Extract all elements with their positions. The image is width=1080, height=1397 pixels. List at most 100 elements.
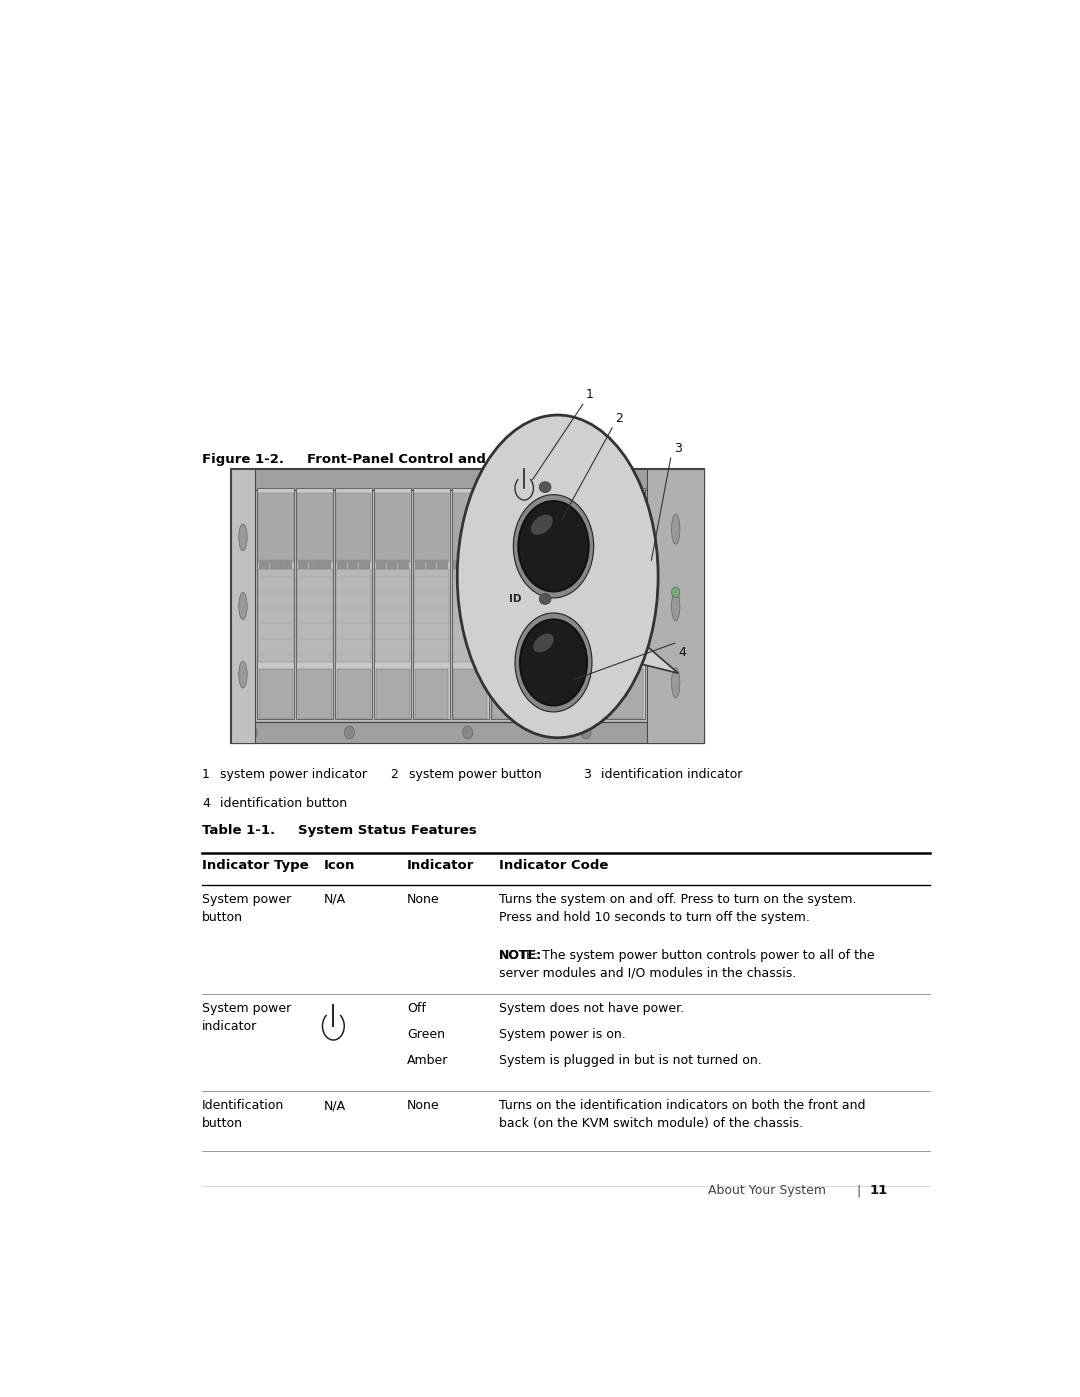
FancyBboxPatch shape: [231, 469, 704, 743]
Circle shape: [345, 726, 354, 739]
Text: Front-Panel Control and Indicators: Front-Panel Control and Indicators: [307, 453, 565, 465]
FancyBboxPatch shape: [282, 560, 292, 569]
FancyBboxPatch shape: [376, 560, 387, 569]
Ellipse shape: [539, 594, 551, 605]
FancyBboxPatch shape: [348, 560, 359, 569]
FancyBboxPatch shape: [453, 493, 488, 562]
FancyBboxPatch shape: [375, 569, 410, 662]
FancyBboxPatch shape: [375, 493, 410, 562]
Ellipse shape: [457, 415, 658, 738]
Circle shape: [581, 726, 591, 739]
Text: 4: 4: [678, 647, 686, 659]
Circle shape: [518, 502, 589, 591]
Text: System power is on.: System power is on.: [499, 1028, 625, 1041]
Text: Amber: Amber: [407, 1053, 448, 1067]
Ellipse shape: [672, 668, 680, 698]
FancyBboxPatch shape: [647, 469, 704, 743]
FancyBboxPatch shape: [337, 669, 370, 719]
FancyBboxPatch shape: [530, 493, 566, 562]
Ellipse shape: [530, 514, 553, 535]
Text: System is plugged in but is not turned on.: System is plugged in but is not turned o…: [499, 1053, 761, 1067]
FancyBboxPatch shape: [608, 493, 644, 562]
FancyBboxPatch shape: [415, 560, 426, 569]
Text: System does not have power.: System does not have power.: [499, 1003, 685, 1016]
FancyBboxPatch shape: [321, 560, 330, 569]
FancyBboxPatch shape: [415, 669, 448, 719]
Circle shape: [513, 495, 594, 598]
FancyBboxPatch shape: [335, 488, 373, 719]
Text: |: |: [856, 1185, 861, 1197]
Text: Turns the system on and off. Press to turn on the system.
Press and hold 10 seco: Turns the system on and off. Press to tu…: [499, 893, 856, 923]
Text: 1: 1: [586, 388, 594, 401]
Text: Identification
button: Identification button: [202, 1099, 284, 1130]
Circle shape: [672, 587, 680, 598]
FancyBboxPatch shape: [503, 560, 514, 569]
Text: None: None: [407, 1099, 440, 1112]
FancyBboxPatch shape: [413, 488, 450, 719]
FancyBboxPatch shape: [593, 560, 604, 569]
FancyBboxPatch shape: [259, 560, 269, 569]
FancyBboxPatch shape: [258, 569, 294, 662]
FancyBboxPatch shape: [570, 560, 581, 569]
FancyBboxPatch shape: [387, 560, 397, 569]
FancyBboxPatch shape: [426, 560, 436, 569]
FancyBboxPatch shape: [607, 488, 645, 719]
FancyBboxPatch shape: [231, 722, 704, 743]
FancyBboxPatch shape: [464, 560, 475, 569]
FancyBboxPatch shape: [492, 669, 526, 719]
FancyBboxPatch shape: [569, 569, 605, 662]
FancyBboxPatch shape: [298, 560, 308, 569]
Text: About Your System: About Your System: [708, 1185, 826, 1197]
FancyBboxPatch shape: [531, 560, 542, 569]
FancyBboxPatch shape: [374, 488, 411, 719]
FancyBboxPatch shape: [608, 569, 644, 662]
FancyBboxPatch shape: [298, 669, 332, 719]
FancyBboxPatch shape: [399, 560, 408, 569]
Text: System power
indicator: System power indicator: [202, 1003, 292, 1034]
FancyBboxPatch shape: [257, 488, 295, 719]
FancyBboxPatch shape: [454, 669, 487, 719]
FancyBboxPatch shape: [437, 560, 447, 569]
FancyBboxPatch shape: [609, 560, 620, 569]
FancyBboxPatch shape: [309, 560, 320, 569]
FancyBboxPatch shape: [336, 493, 372, 562]
Circle shape: [521, 619, 588, 705]
Circle shape: [515, 613, 592, 712]
FancyBboxPatch shape: [259, 669, 293, 719]
FancyBboxPatch shape: [476, 560, 486, 569]
FancyBboxPatch shape: [492, 560, 503, 569]
FancyBboxPatch shape: [554, 560, 565, 569]
FancyBboxPatch shape: [570, 669, 604, 719]
Text: 3: 3: [674, 441, 681, 455]
Text: N/A: N/A: [323, 893, 346, 905]
Text: identification button: identification button: [220, 796, 348, 810]
Ellipse shape: [239, 661, 247, 687]
FancyBboxPatch shape: [336, 569, 372, 662]
FancyBboxPatch shape: [491, 493, 527, 562]
FancyBboxPatch shape: [620, 560, 631, 569]
Text: system power button: system power button: [408, 768, 541, 781]
FancyBboxPatch shape: [296, 488, 334, 719]
FancyBboxPatch shape: [530, 569, 566, 662]
FancyBboxPatch shape: [258, 493, 294, 562]
Ellipse shape: [672, 514, 680, 545]
FancyBboxPatch shape: [451, 488, 489, 719]
FancyBboxPatch shape: [542, 560, 553, 569]
Text: 4: 4: [202, 796, 210, 810]
Text: System power
button: System power button: [202, 893, 292, 923]
Text: 3: 3: [583, 768, 591, 781]
FancyBboxPatch shape: [270, 560, 281, 569]
Text: Indicator Code: Indicator Code: [499, 859, 608, 872]
Text: system power indicator: system power indicator: [220, 768, 367, 781]
FancyBboxPatch shape: [376, 669, 409, 719]
Text: NOTE: The system power button controls power to all of the
server modules and I/: NOTE: The system power button controls p…: [499, 949, 875, 979]
FancyBboxPatch shape: [297, 569, 333, 662]
Circle shape: [678, 726, 688, 739]
Circle shape: [462, 726, 473, 739]
Text: Off: Off: [407, 1003, 426, 1016]
Ellipse shape: [539, 482, 551, 493]
FancyBboxPatch shape: [609, 669, 643, 719]
Circle shape: [247, 726, 257, 739]
Ellipse shape: [239, 524, 247, 550]
Ellipse shape: [239, 592, 247, 619]
